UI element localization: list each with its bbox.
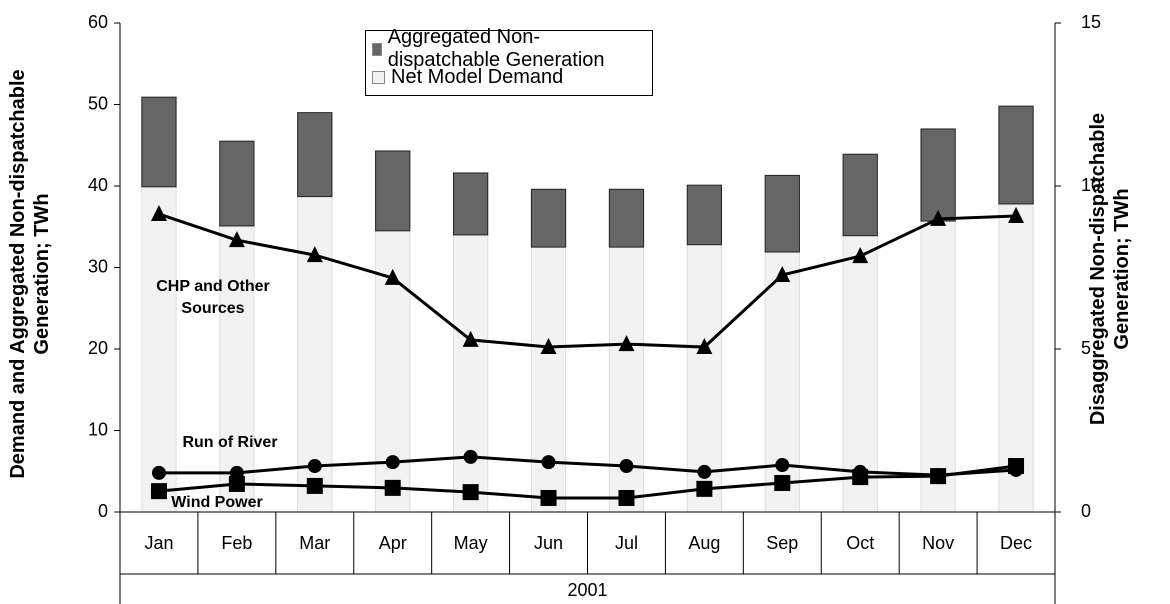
marker [618,489,635,506]
marker [774,265,791,282]
marker [852,247,869,264]
legend-item: Net Model Demand [372,63,646,91]
x-tick-label: Feb [221,533,252,553]
marker [462,330,479,347]
marker [306,477,323,494]
x-tick-label: Nov [922,533,954,553]
bar [219,140,255,227]
marker [540,338,557,355]
marker [930,209,947,226]
marker [697,464,712,479]
series-label: Wind Power [171,494,263,511]
x-tick-label: Dec [1000,533,1032,553]
y2-tick-label: 10 [1081,175,1101,195]
bar [530,246,567,513]
marker [151,465,166,480]
marker [228,475,245,492]
y-tick-label: 0 [98,501,108,521]
bar [764,251,800,513]
y2-tick-label: 15 [1081,12,1101,32]
legend-label: Net Model Demand [391,65,564,88]
bar [920,128,956,222]
marker [619,459,634,474]
marker [852,469,869,486]
y-tick-label: 60 [88,12,108,32]
x-tick-label: Jun [534,533,563,553]
legend-swatch [372,42,382,56]
line [158,212,1017,349]
bar [141,186,177,513]
marker [150,483,167,500]
bar [998,105,1034,205]
y-tick-label: 50 [88,93,108,113]
line [158,455,1017,477]
series-label: Run of River [182,434,278,451]
legend-swatch [372,70,385,84]
marker [541,455,556,470]
x-tick-label: Oct [846,533,874,553]
x-tick-label: Aug [688,533,720,553]
marker [307,459,322,474]
marker [462,484,479,501]
bar [375,150,411,232]
y-tick-label: 10 [88,419,108,439]
marker [228,231,245,248]
marker [385,455,400,470]
legend-item: Aggregated Non-dispatchable Generation [372,26,646,71]
y-tick-label: 20 [88,338,108,358]
bar [842,153,878,237]
bar [452,172,489,236]
marker [384,268,401,285]
marker [384,479,401,496]
y2-tick-label: 5 [1081,338,1091,358]
bar [764,174,800,253]
marker [540,489,557,506]
series-label: CHP and Other Sources [156,278,270,317]
legend-label: Aggregated Non-dispatchable Generation [387,26,605,71]
marker [306,246,323,263]
y2-tick-label: 0 [1081,501,1091,521]
marker [618,335,635,352]
x-tick-label: Jul [615,533,638,553]
x-tick-label: Sep [766,533,798,553]
marker [775,458,790,473]
bar [608,188,645,248]
bar [141,96,177,188]
x-tick-label: Jan [144,533,173,553]
marker [774,474,791,491]
marker [150,205,167,222]
marker [463,449,478,464]
line [158,464,1017,500]
marker [1008,206,1025,223]
marker [930,468,947,485]
bar [530,188,567,248]
marker [696,338,713,355]
y-axis-title: Demand and Aggregated Non-dispatchable G… [7,69,53,479]
x-group-label: 2001 [567,580,607,600]
bar [920,220,956,513]
bar [297,112,333,198]
y-tick-label: 40 [88,175,108,195]
x-tick-label: Apr [379,533,407,553]
y2-axis-title: Disaggregated Non-dispatchable Generatio… [1087,112,1133,426]
y-tick-label: 30 [88,256,108,276]
bar [686,184,723,246]
x-tick-label: May [454,533,488,553]
marker [1008,458,1025,475]
legend: Aggregated Non-dispatchable Generation Ne… [365,26,653,96]
bar [452,234,489,513]
x-tick-label: Mar [299,533,330,553]
marker [696,480,713,497]
